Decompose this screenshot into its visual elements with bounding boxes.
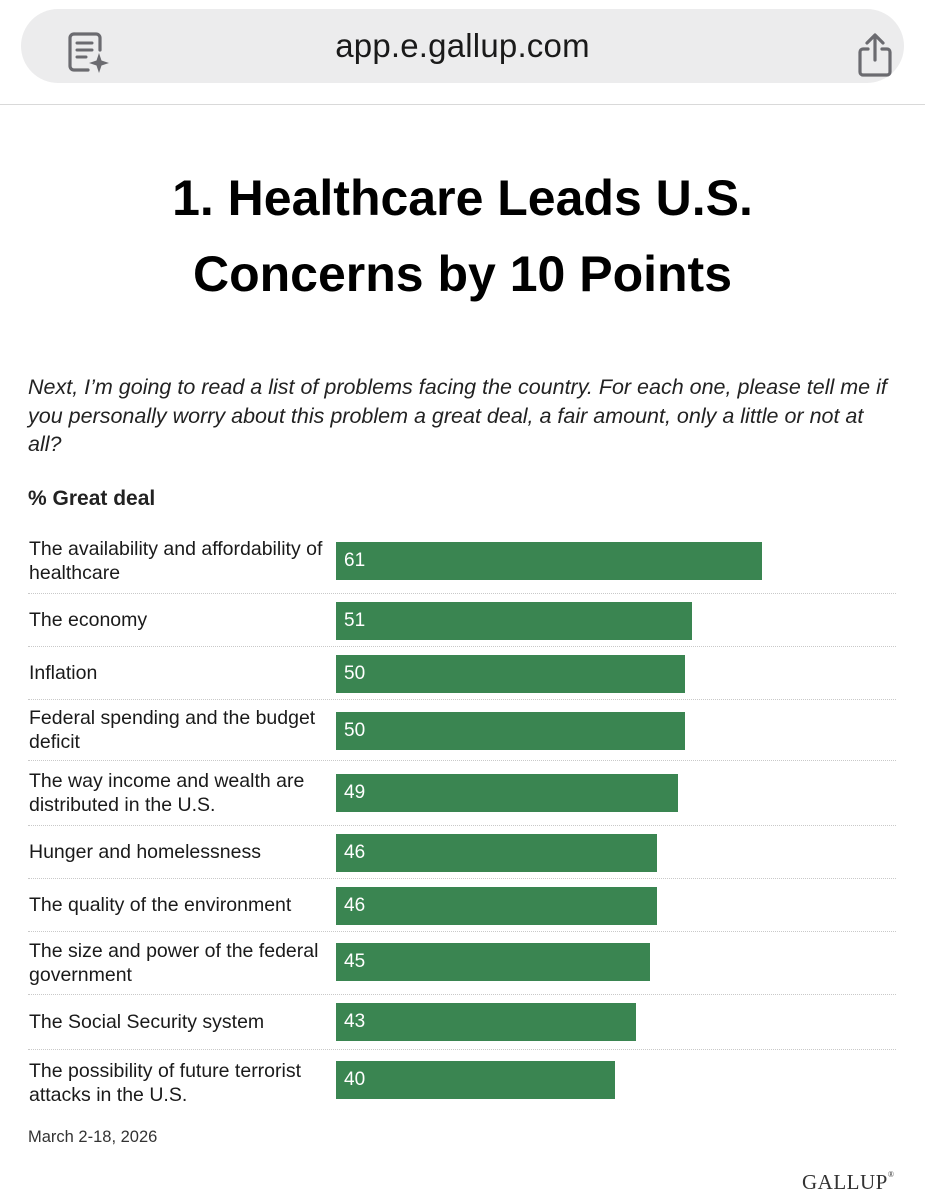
row-separator	[28, 994, 896, 995]
bar-label: The availability and affordability of he…	[29, 537, 323, 584]
bar-label: Federal spending and the budget deficit	[29, 706, 316, 753]
bar	[336, 887, 657, 925]
bar	[336, 1061, 615, 1099]
bar-value-label: 46	[344, 895, 366, 916]
bar	[336, 602, 692, 640]
bar-label: Inflation	[29, 661, 98, 684]
gallup-logo-text: GALLUP	[802, 1170, 888, 1194]
row-separator	[28, 931, 896, 932]
bar-label: The Social Security system	[29, 1010, 265, 1033]
address-bar[interactable]: app.e.gallup.com	[21, 9, 904, 83]
metric-label: % Great deal	[28, 487, 156, 510]
bar-label: The economy	[29, 608, 148, 631]
bar	[336, 1003, 636, 1041]
bar	[336, 774, 678, 812]
row-separator	[28, 646, 896, 647]
page-title: 1. Healthcare Leads U.S. Concerns by 10 …	[60, 160, 865, 312]
page-title-line-2: Concerns by 10 Points	[192, 246, 733, 302]
row-separator	[28, 825, 896, 826]
bar-value-label: 61	[344, 550, 366, 571]
bar-value-label: 51	[344, 610, 366, 631]
page-title-line-1: 1. Healthcare Leads U.S.	[172, 170, 753, 226]
bar-value-label: 49	[344, 782, 366, 803]
bar	[336, 712, 685, 750]
bar-value-label: 50	[344, 720, 366, 741]
bar	[336, 834, 657, 872]
bar	[336, 943, 650, 981]
gallup-logo: GALLUP®	[802, 1170, 894, 1195]
bar-label: Hunger and homelessness	[29, 840, 261, 863]
bar-value-label: 40	[344, 1069, 366, 1090]
bar-value-label: 46	[344, 842, 366, 863]
bar-value-label: 50	[344, 663, 366, 684]
registered-mark: ®	[887, 1170, 895, 1179]
row-separator	[28, 878, 896, 879]
share-icon[interactable]	[855, 33, 895, 77]
bar-label: The way income and wealth are distribute…	[29, 769, 305, 816]
bar	[336, 542, 762, 580]
row-separator	[28, 760, 896, 761]
row-separator	[28, 699, 896, 700]
url-text[interactable]: app.e.gallup.com	[335, 27, 590, 64]
bar-value-label: 43	[344, 1011, 366, 1032]
bar-value-label: 45	[344, 951, 366, 972]
bar-label: The size and power of the federal govern…	[29, 939, 319, 986]
toolbar-divider	[0, 104, 925, 105]
bar-label: The quality of the environment	[29, 893, 292, 916]
bar-chart: The availability and affordability of he…	[0, 528, 925, 1108]
bar	[336, 655, 685, 693]
survey-date: March 2-18, 2026	[28, 1128, 158, 1146]
row-separator	[28, 593, 896, 594]
row-separator	[28, 1049, 896, 1050]
bar-label: The possibility of future terrorist atta…	[29, 1060, 302, 1106]
reader-mode-icon[interactable]	[66, 29, 112, 75]
survey-question: Next, I’m going to read a list of proble…	[28, 375, 887, 456]
